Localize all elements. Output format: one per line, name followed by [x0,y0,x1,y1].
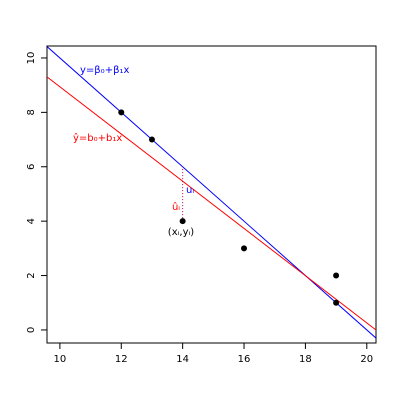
x-tick-label: 20 [360,354,373,365]
x-tick-label: 18 [299,354,312,365]
x-tick-label: 10 [54,354,67,365]
y-tick-label: 8 [26,109,37,115]
point [333,272,340,279]
point [241,245,248,252]
x-tick-label: 12 [115,354,128,365]
fit-line [47,76,376,331]
y-tick-label: 10 [26,52,37,65]
fit-line [47,46,376,339]
y-tick-label: 4 [26,218,37,224]
annotation: ûᵢ [172,201,180,213]
x-tick-label: 14 [176,354,189,365]
annotation: uᵢ [186,185,194,196]
line-label: ŷ=b₀+b₁x [73,132,122,144]
point [148,136,155,143]
point [118,109,125,116]
plot-frame [46,45,377,344]
point [179,218,186,225]
annotation: (xᵢ,yᵢ) [168,227,194,238]
x-tick-label: 16 [238,354,251,365]
y-tick-label: 6 [26,164,37,170]
y-tick-label: 0 [26,327,37,333]
line-label: y=β₀+β₁x [80,65,129,76]
point [333,299,340,306]
y-tick-label: 2 [26,272,37,278]
plot-area [47,46,376,339]
